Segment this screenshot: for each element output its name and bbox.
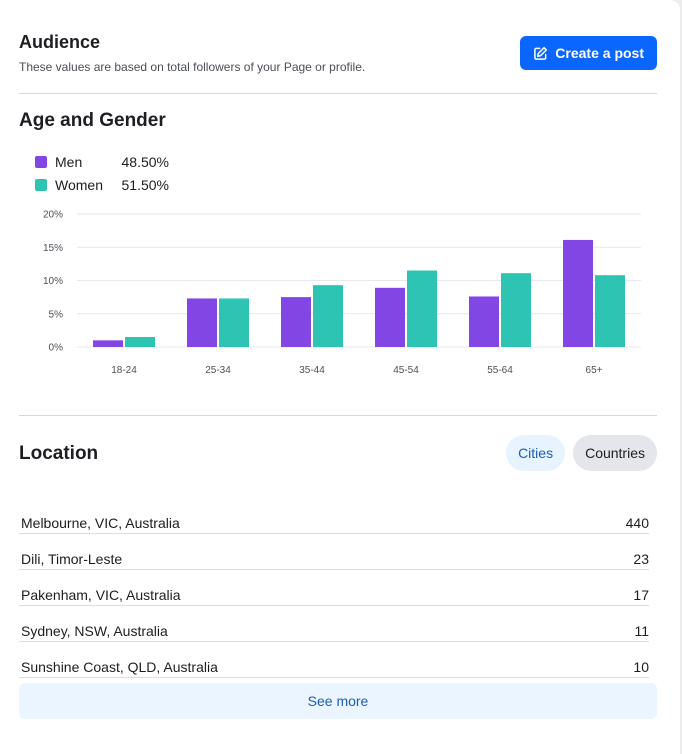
list-item: Pakenham, VIC, Australia 17 <box>19 571 649 606</box>
y-tick-label: 15% <box>43 243 63 254</box>
tab-cities[interactable]: Cities <box>506 435 566 471</box>
legend-swatch-men <box>35 155 47 168</box>
see-more-button[interactable]: See more <box>19 683 657 719</box>
location-name: Melbourne, VIC, Australia <box>21 515 180 531</box>
y-tick-label: 5% <box>49 309 64 320</box>
location-title: Location <box>19 443 99 464</box>
bar-men-45-54[interactable] <box>375 287 405 347</box>
x-tick-label: 65+ <box>586 365 603 376</box>
location-name: Sydney, NSW, Australia <box>21 623 168 639</box>
x-tick-label: 55-64 <box>487 365 513 376</box>
bar-men-18-24[interactable] <box>93 340 123 347</box>
chart-legend: Men 48.50% Women 51.50% <box>35 150 169 196</box>
legend-value: 51.50% <box>121 176 169 193</box>
x-tick-label: 45-54 <box>393 365 419 376</box>
audience-subtitle: These values are based on total follower… <box>19 60 366 74</box>
location-name: Pakenham, VIC, Australia <box>21 587 181 603</box>
location-list: Melbourne, VIC, Australia 440 Dili, Timo… <box>19 499 649 679</box>
audience-title: Audience <box>19 32 101 52</box>
list-item: Dili, Timor-Leste 23 <box>19 535 649 570</box>
x-tick-label: 25-34 <box>205 365 231 376</box>
tab-countries[interactable]: Countries <box>573 435 657 471</box>
bar-men-55-64[interactable] <box>469 296 499 347</box>
bar-men-35-44[interactable] <box>281 297 311 347</box>
bar-women-18-24[interactable] <box>125 337 155 347</box>
location-toggle: Cities Countries <box>506 435 657 471</box>
list-item: Sydney, NSW, Australia 11 <box>19 607 649 642</box>
bar-women-65+[interactable] <box>595 275 625 347</box>
bar-women-25-34[interactable] <box>219 298 249 347</box>
y-tick-label: 10% <box>43 276 63 287</box>
legend-label: Women <box>55 176 103 193</box>
bar-men-25-34[interactable] <box>187 298 217 347</box>
bar-women-35-44[interactable] <box>313 285 343 347</box>
edit-icon <box>533 46 548 61</box>
location-name: Sunshine Coast, QLD, Australia <box>21 659 218 675</box>
legend-value: 48.50% <box>121 153 169 170</box>
bar-women-55-64[interactable] <box>501 273 531 347</box>
x-tick-label: 18-24 <box>111 365 137 376</box>
audience-header: Audience These values are based on total… <box>19 32 657 74</box>
y-tick-label: 20% <box>43 210 63 221</box>
legend-label: Men <box>55 153 83 170</box>
section-divider <box>19 415 657 416</box>
bar-women-45-54[interactable] <box>407 270 437 347</box>
legend-swatch-women <box>35 178 47 191</box>
create-post-label: Create a post <box>555 45 644 61</box>
location-count: 10 <box>633 659 649 675</box>
age-gender-chart: 0% 5% 10% 15% 20% 18-24 25-34 35-44 45-54 55-64 65… <box>43 210 641 376</box>
create-post-button[interactable]: Create a post <box>520 36 657 70</box>
location-count: 17 <box>633 587 649 603</box>
x-tick-label: 35-44 <box>299 365 325 376</box>
location-count: 440 <box>625 515 649 531</box>
list-item: Sunshine Coast, QLD, Australia 10 <box>19 643 649 678</box>
legend-item-men: Men 48.50% <box>35 150 169 173</box>
legend-item-women: Women 51.50% <box>35 173 169 196</box>
bar-men-65+[interactable] <box>563 239 593 347</box>
location-count: 23 <box>633 551 649 567</box>
list-item: Melbourne, VIC, Australia 440 <box>19 499 649 534</box>
location-name: Dili, Timor-Leste <box>21 551 123 567</box>
y-tick-label: 0% <box>49 343 64 354</box>
age-gender-title: Age and Gender <box>19 110 166 131</box>
section-divider <box>19 93 657 94</box>
location-count: 11 <box>634 623 649 639</box>
